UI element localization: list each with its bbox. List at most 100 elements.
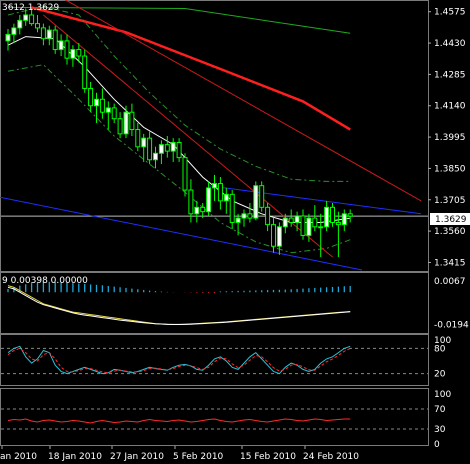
candle-bearish (99, 98, 105, 113)
candle-bearish (52, 29, 58, 51)
candle-bearish (288, 217, 294, 223)
rsi-tick-label: 100 (434, 390, 451, 400)
candle-bearish (271, 224, 276, 247)
time-tick-label: an 2010 (0, 452, 37, 462)
price-tick-label: 1.4430 (434, 39, 466, 49)
candle-bearish (76, 49, 82, 57)
candle-bearish (330, 206, 335, 223)
stochastic-levels (1, 347, 428, 375)
candle-bearish (82, 55, 88, 89)
macd-lines (7, 285, 351, 325)
candle-bearish (312, 217, 318, 228)
stochastic-signal-line (7, 347, 351, 374)
rsi-levels (1, 408, 428, 430)
candle-bearish (200, 206, 206, 213)
candle-bullish (223, 193, 229, 202)
macd-tick-label: -0.0194 (434, 320, 469, 330)
price-header-text: 3612 1.3629 (2, 3, 60, 13)
time-tick-label: 15 Feb 2010 (240, 452, 296, 462)
candle-bearish (229, 193, 235, 223)
candle-bullish (46, 29, 52, 40)
macd-axis: 0.0067 -0.0194 (434, 277, 469, 330)
rsi-panel-frame (0, 388, 429, 446)
candle-bearish (188, 189, 194, 215)
candle-bearish (335, 221, 341, 226)
rsi-axis: 100 70 30 0 (434, 390, 451, 450)
macd-histogram (7, 281, 351, 294)
candle-bullish (11, 27, 17, 35)
candle-bearish (164, 144, 170, 152)
stochastic-lines (7, 345, 351, 375)
candle-bullish (341, 213, 347, 226)
candle-bullish (212, 183, 217, 189)
candle-bearish (347, 213, 353, 217)
price-tick-label: 1.3415 (434, 258, 466, 268)
price-tick-label: 1.4140 (434, 102, 466, 112)
candle-bullish (17, 19, 23, 29)
candle-bullish (23, 14, 29, 21)
time-tick-label: 27 Jan 2010 (110, 452, 164, 462)
candle-bullish (170, 141, 176, 152)
candle-bullish (276, 226, 282, 247)
candle-bearish (88, 87, 94, 107)
price-axis: 1.4575 1.4430 1.4285 1.4140 1.3995 1.3850 1.37… (428, 8, 466, 268)
price-tick-label: 1.3705 (434, 196, 466, 206)
rsi-tick-label: 30 (434, 425, 446, 435)
red-trendline-line (64, 0, 422, 202)
candle-bearish (64, 40, 70, 59)
current-price-box (430, 213, 470, 225)
macd-tick-label: 0.0067 (434, 277, 466, 287)
rsi-lines (7, 418, 351, 424)
candle-bearish (217, 183, 223, 202)
price-tick-label: 1.4285 (434, 70, 466, 80)
candle-bullish (282, 217, 288, 228)
upper-band-line (7, 5, 351, 182)
price-tick-label: 1.4575 (434, 8, 466, 18)
candle-bullish (5, 33, 11, 42)
candle-bearish (147, 137, 153, 161)
candle-bearish (35, 23, 40, 29)
red-ma-line (31, 6, 351, 131)
candle-bearish (111, 107, 117, 120)
candle-bullish (253, 185, 259, 219)
macd-white-line (7, 286, 351, 325)
candle-bullish (58, 40, 64, 51)
price-candles (5, 8, 353, 258)
candle-bullish (206, 187, 212, 213)
red-trendline-2-line (43, 14, 333, 258)
candle-bullish (318, 226, 324, 229)
stochastic-tick-label: 100 (434, 336, 451, 346)
blue-lower-line (0, 196, 363, 271)
candle-bullish (105, 107, 111, 113)
candle-bearish (176, 141, 182, 159)
macd-header-text: 9 0.00398 0.00000 (2, 276, 88, 286)
stochastic-panel-frame (0, 334, 429, 386)
time-tick-label: 18 Jan 2010 (48, 452, 102, 462)
candle-bullish (158, 144, 164, 154)
rsi-tick-label: 0 (434, 440, 440, 450)
candle-bearish (300, 215, 306, 236)
candle-bearish (40, 27, 46, 40)
rsi-tick-label: 70 (434, 405, 446, 415)
price-panel-frame (0, 0, 429, 272)
candle-bearish (29, 14, 35, 25)
price-tick-label: 1.3850 (434, 164, 466, 174)
candle-bearish (117, 118, 123, 135)
rsi-line (7, 418, 351, 424)
stochastic-main-line (7, 345, 351, 375)
candle-bullish (153, 152, 158, 161)
time-tick-label: 24 Feb 2010 (303, 452, 359, 462)
candle-bullish (94, 98, 99, 107)
time-axis: an 2010 18 Jan 2010 27 Jan 2010 5 Feb 2010 1… (0, 446, 359, 462)
candle-bearish (247, 213, 253, 219)
candle-bullish (235, 217, 241, 223)
candle-bullish (123, 111, 129, 135)
candle-bullish (70, 49, 76, 59)
price-tick-label: 1.3560 (434, 227, 466, 237)
candle-bullish (194, 206, 200, 215)
price-tick-label: 1.3995 (434, 133, 466, 143)
stochastic-tick-label: 80 (434, 344, 446, 354)
green-ma-line (7, 6, 351, 34)
candle-bearish (265, 206, 271, 226)
